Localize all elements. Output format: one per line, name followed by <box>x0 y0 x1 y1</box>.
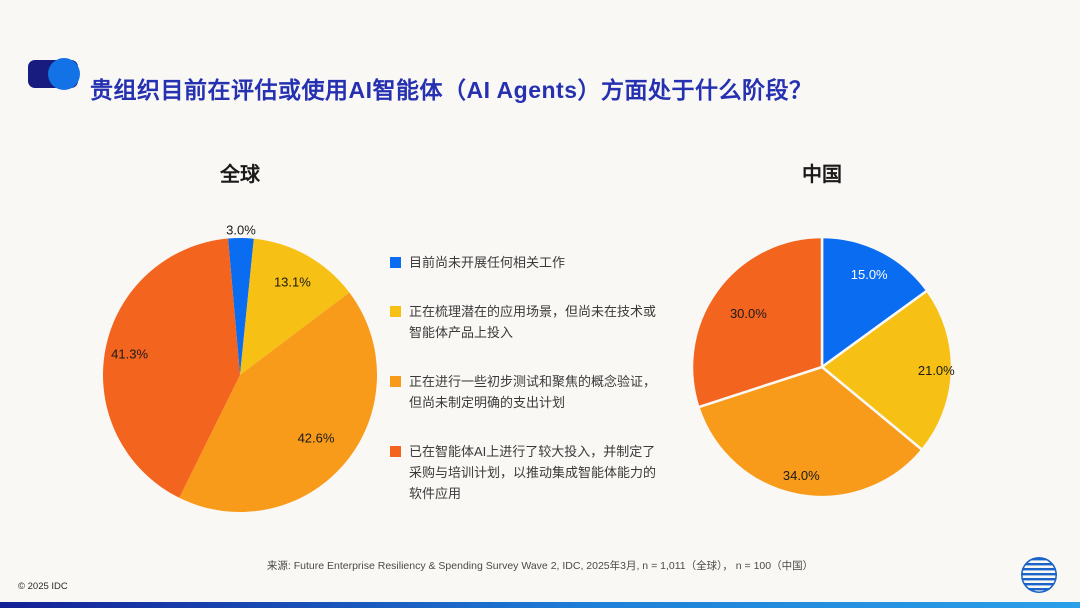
legend-label: 正在梳理潜在的应用场景，但尚未在技术或智能体产品上投入 <box>409 304 657 340</box>
pie-slice-label: 3.0% <box>226 222 256 237</box>
global-pie-chart: 3.0% 13.1% 42.6% 41.3% <box>102 222 378 513</box>
legend-item: 目前尚未开展任何相关工作 <box>390 252 662 273</box>
legend-item: 已在智能体AI上进行了较大投入，并制定了采购与培训计划，以推动集成智能体能力的软… <box>390 441 662 504</box>
pie-slice <box>697 365 924 499</box>
legend-label: 目前尚未开展任何相关工作 <box>409 255 566 270</box>
bottom-accent-bar <box>0 602 1080 608</box>
copyright: © 2025 IDC <box>18 581 68 592</box>
pie-slice <box>690 235 824 409</box>
pie-slice <box>228 237 254 375</box>
pie-slice-label: 41.3% <box>111 347 148 362</box>
legend-item: 正在梳理潜在的应用场景，但尚未在技术或智能体产品上投入 <box>390 301 662 343</box>
title-decoration <box>28 57 108 91</box>
pie-slice <box>179 292 378 513</box>
global-pie-title: 全球 <box>220 164 260 186</box>
legend-swatch-blue <box>390 257 401 268</box>
legend-swatch-dark-orange <box>390 446 401 457</box>
pie-slice <box>820 289 954 452</box>
legend-swatch-orange <box>390 376 401 387</box>
pie-slice-label: 15.0% <box>851 267 888 282</box>
pie-slice-label: 21.0% <box>918 363 955 378</box>
source-note: 来源: Future Enterprise Resiliency & Spend… <box>266 560 814 572</box>
page-title: 贵组织目前在评估或使用AI智能体（AI Agents）方面处于什么阶段？ <box>90 77 813 104</box>
legend-item: 正在进行一些初步测试和聚焦的概念验证，但尚未制定明确的支出计划 <box>390 371 662 413</box>
legend: 目前尚未开展任何相关工作 正在梳理潜在的应用场景，但尚未在技术或智能体产品上投入… <box>390 252 662 504</box>
pie-slice-label: 13.1% <box>274 274 311 289</box>
decoration-circle-icon <box>48 58 80 90</box>
idc-logo-icon <box>1021 557 1057 593</box>
china-pie-chart: 15.0% 21.0% 34.0% 30.0% <box>690 235 955 499</box>
legend-label: 已在智能体AI上进行了较大投入，并制定了采购与培训计划，以推动集成智能体能力的软… <box>409 444 657 501</box>
pie-slice-label: 42.6% <box>298 430 335 445</box>
pie-slice <box>820 235 929 369</box>
legend-label: 正在进行一些初步测试和聚焦的概念验证，但尚未制定明确的支出计划 <box>409 374 657 410</box>
legend-swatch-yellow <box>390 306 401 317</box>
pie-slice-label: 30.0% <box>730 306 767 321</box>
pie-slice <box>240 238 350 375</box>
pie-slice-label: 34.0% <box>783 468 820 483</box>
china-pie-title: 中国 <box>802 164 842 186</box>
pie-slice <box>102 238 240 498</box>
